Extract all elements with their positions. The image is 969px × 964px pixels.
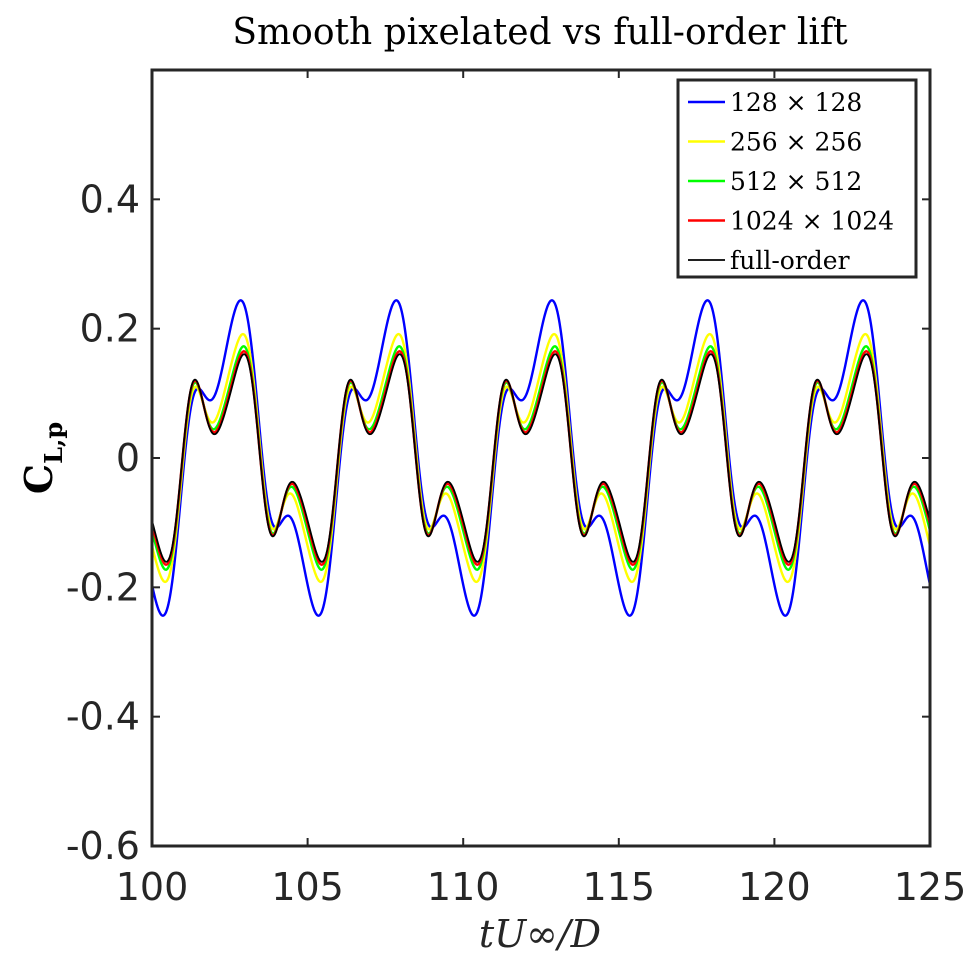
legend: 128 × 128 256 × 256 512 × 512 1024 × 1024 fu… [676,78,918,279]
legend-label: 1024 × 1024 [730,207,894,236]
series-layer [150,299,932,617]
x-tick-label: 125 [894,865,967,909]
x-tick-label: 100 [116,865,189,909]
x-axis-label: tU∞/D [479,912,601,956]
legend-label: full-order [730,246,850,275]
y-axis-label-main: C [16,464,61,494]
series-line [150,299,932,617]
y-axis-label-sub: L,p [39,422,68,464]
plot-frame [150,68,932,848]
legend-box [676,78,918,279]
y-tick-label: 0.2 [80,307,140,351]
x-axis-label-text: tU∞/D [479,912,601,956]
chart-title: Smooth pixelated vs full-order lift [232,12,848,53]
x-tick-label: 120 [738,865,811,909]
y-tick-label: -0.6 [66,824,140,868]
legend-label: 512 × 512 [730,167,862,196]
series-line [151,353,931,563]
y-tick-label: 0.4 [80,177,140,221]
x-tick-label: 105 [271,865,344,909]
y-axis-label-text: CL,p [16,422,68,494]
legend-label: 128 × 128 [730,88,862,117]
y-axis-label: CL,p [16,422,68,494]
legend-label: 256 × 256 [730,128,862,157]
y-tick-label: 0 [116,436,140,480]
ticks-layer: 100 105 110 115 120 125 -0.6 -0.4 -0.2 0 0.2 0.4 [66,70,966,909]
x-tick-label: 110 [427,865,500,909]
y-tick-label: -0.2 [66,565,140,609]
y-tick-label: -0.4 [66,695,140,739]
x-tick-label: 115 [583,865,656,909]
